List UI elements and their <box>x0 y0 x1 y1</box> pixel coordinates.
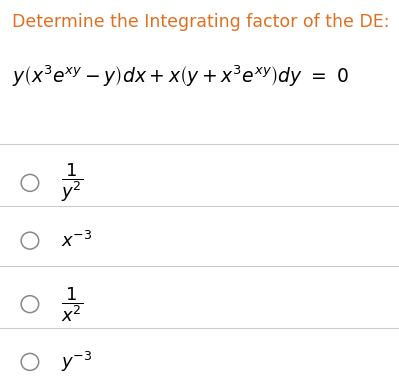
Text: $\dfrac{1}{x^2}$: $\dfrac{1}{x^2}$ <box>61 285 83 323</box>
Text: $y\left(x^3e^{xy}-y\right)dx+x\left(y+x^3e^{xy}\right)dy\ =\ 0$: $y\left(x^3e^{xy}-y\right)dx+x\left(y+x^… <box>12 64 349 89</box>
Text: Determine the Integrating factor of the DE:: Determine the Integrating factor of the … <box>12 13 389 32</box>
Text: $y^{-3}$: $y^{-3}$ <box>61 350 92 374</box>
Text: $\dfrac{1}{y^2}$: $\dfrac{1}{y^2}$ <box>61 161 83 204</box>
Text: $x^{-3}$: $x^{-3}$ <box>61 231 92 251</box>
